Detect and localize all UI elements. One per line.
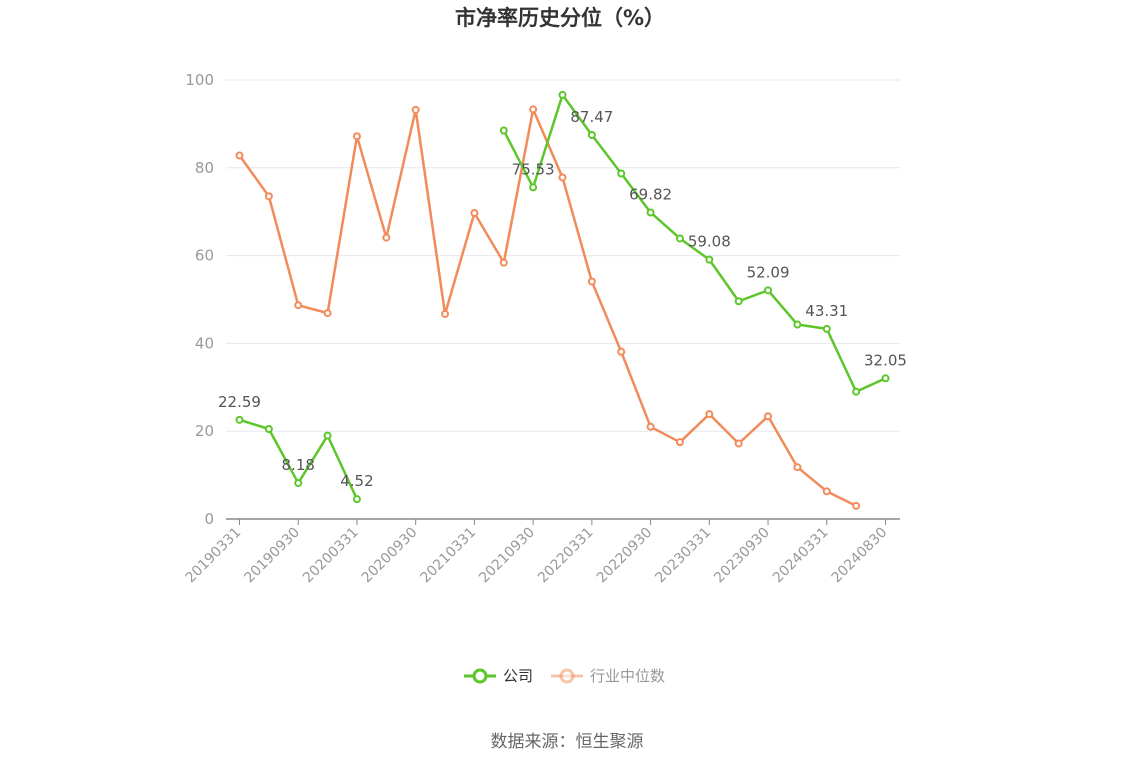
data-point[interactable]	[264, 192, 273, 201]
x-tick-label: 20200930	[359, 525, 421, 587]
source-note: 数据来源：恒生聚源	[491, 732, 644, 752]
x-axis: 2019033120190930202003312020093020210331…	[183, 518, 900, 587]
y-tick-label: 20	[195, 422, 214, 440]
data-point[interactable]	[617, 169, 626, 178]
legend-item-company[interactable]: 公司	[464, 667, 533, 685]
data-point[interactable]	[558, 173, 567, 182]
data-point[interactable]	[441, 309, 450, 318]
data-point[interactable]	[822, 487, 831, 496]
data-point[interactable]	[558, 90, 567, 99]
data-label: 75.53	[512, 160, 555, 178]
x-tick-label: 20220930	[594, 525, 656, 587]
data-point[interactable]	[675, 438, 684, 447]
y-tick-label: 0	[204, 510, 214, 528]
legend-company-marker	[472, 668, 488, 684]
data-label: 22.59	[218, 393, 261, 411]
data-point[interactable]	[705, 410, 714, 419]
chart-title: 市净率历史分位（%）	[455, 6, 665, 30]
data-labels: 22.59 8.18 4.52 75.53 87.47 69.82 59.08 52.09 43…	[218, 108, 907, 490]
data-point[interactable]	[529, 105, 538, 114]
data-point[interactable]	[705, 255, 714, 264]
data-label: 52.09	[747, 263, 790, 281]
data-point[interactable]	[646, 208, 655, 217]
data-point[interactable]	[323, 309, 332, 318]
data-point[interactable]	[617, 347, 626, 356]
series-layer	[235, 90, 890, 510]
data-point[interactable]	[470, 209, 479, 218]
data-point[interactable]	[793, 320, 802, 329]
data-point[interactable]	[352, 132, 361, 141]
data-point[interactable]	[764, 286, 773, 295]
y-axis: 0 20 40 60 80 100	[185, 71, 214, 528]
x-tick-label: 20240830	[829, 525, 891, 587]
legend[interactable]: 公司 行业中位数	[464, 667, 665, 685]
data-point[interactable]	[646, 422, 655, 431]
data-point[interactable]	[323, 431, 332, 440]
y-tick-label: 80	[195, 159, 214, 177]
data-point[interactable]	[235, 415, 244, 424]
x-tick-label: 20210331	[418, 525, 480, 587]
series-company	[235, 90, 890, 504]
data-point[interactable]	[793, 463, 802, 472]
legend-industry-label: 行业中位数	[590, 667, 665, 685]
data-point[interactable]	[587, 131, 596, 140]
data-point[interactable]	[764, 412, 773, 421]
data-point[interactable]	[499, 258, 508, 267]
data-point[interactable]	[382, 233, 391, 242]
x-tick-label: 20190331	[183, 525, 245, 587]
data-point[interactable]	[264, 425, 273, 434]
data-label: 69.82	[629, 185, 672, 203]
data-label: 87.47	[570, 108, 613, 126]
legend-item-industry-median[interactable]: 行业中位数	[551, 667, 665, 685]
x-tick-label: 20230331	[652, 525, 714, 587]
data-point[interactable]	[881, 374, 890, 383]
data-point[interactable]	[822, 324, 831, 333]
data-point[interactable]	[852, 501, 861, 510]
y-tick-label: 100	[185, 71, 214, 89]
legend-company-label: 公司	[503, 667, 533, 685]
x-tick-label: 20230930	[711, 525, 773, 587]
data-point[interactable]	[499, 126, 508, 135]
x-tick-label: 20200331	[300, 525, 362, 587]
data-label: 8.18	[282, 456, 315, 474]
data-point[interactable]	[852, 387, 861, 396]
data-point[interactable]	[529, 183, 538, 192]
legend-industry-marker	[559, 668, 575, 684]
data-point[interactable]	[294, 479, 303, 488]
grid	[226, 79, 900, 432]
y-tick-label: 60	[195, 247, 214, 265]
data-point[interactable]	[675, 234, 684, 243]
data-point[interactable]	[352, 495, 361, 504]
data-point[interactable]	[587, 277, 596, 286]
x-tick-label: 20240331	[770, 525, 832, 587]
data-point[interactable]	[734, 439, 743, 448]
data-label: 4.52	[340, 472, 373, 490]
y-tick-label: 40	[195, 334, 214, 352]
data-point[interactable]	[734, 297, 743, 306]
data-label: 43.31	[805, 302, 848, 320]
data-point[interactable]	[235, 151, 244, 160]
x-tick-label: 20220331	[535, 525, 597, 587]
series-line	[502, 93, 887, 393]
data-label: 59.08	[688, 233, 731, 251]
x-tick-label: 20210930	[476, 525, 538, 587]
data-point[interactable]	[294, 301, 303, 310]
data-label: 32.05	[864, 351, 907, 369]
data-point[interactable]	[411, 105, 420, 114]
x-tick-label: 20190930	[241, 525, 303, 587]
